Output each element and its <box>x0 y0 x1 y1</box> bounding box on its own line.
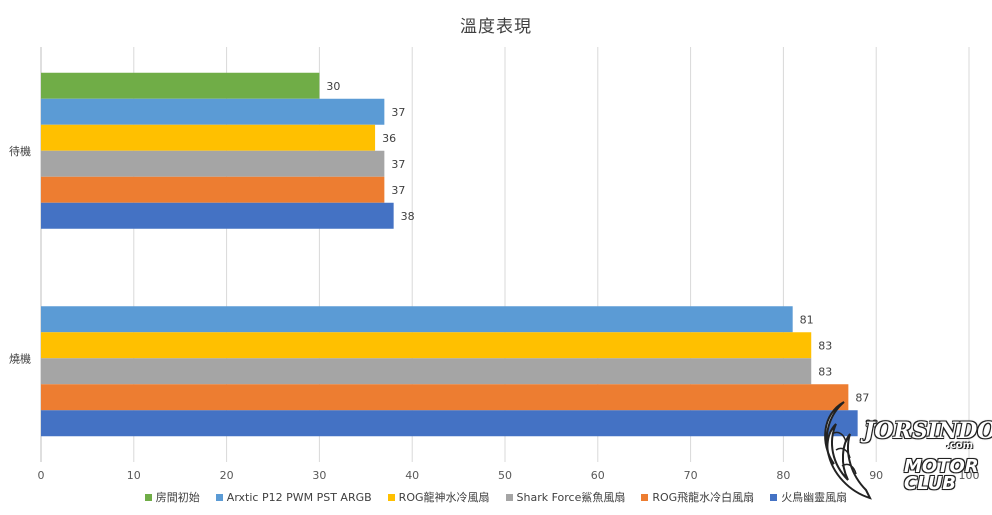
bar <box>41 150 385 177</box>
legend-swatch <box>144 493 152 501</box>
x-tick-label: 30 <box>312 469 326 482</box>
legend-swatch <box>387 493 395 501</box>
legend-item: Arxtic P12 PWM PST ARGB <box>215 489 372 505</box>
watermark-logo: JORSINDO .com MOTOR CLUB <box>812 392 992 510</box>
x-tick-label: 40 <box>405 469 419 482</box>
bar <box>41 202 394 229</box>
data-label: 83 <box>818 339 832 352</box>
x-tick-label: 100 <box>959 469 980 482</box>
category-label: 待機 <box>9 144 31 158</box>
x-tick-label: 90 <box>869 469 883 482</box>
data-label: 38 <box>401 210 415 223</box>
bar <box>41 384 849 411</box>
legend-swatch <box>770 493 778 501</box>
legend-swatch <box>215 493 223 501</box>
wing-emblem-icon <box>824 401 872 500</box>
data-label: 37 <box>391 106 405 119</box>
bar <box>41 124 376 151</box>
bar <box>41 410 858 437</box>
legend-label: ROG龍神水冷風扇 <box>398 491 490 504</box>
legend-item: Shark Force鯊魚風扇 <box>505 489 626 505</box>
data-label: 37 <box>391 158 405 171</box>
data-label: 81 <box>800 313 814 326</box>
x-tick-label: 50 <box>498 469 512 482</box>
category-label: 燒機 <box>9 351 31 365</box>
data-label: 37 <box>391 184 405 197</box>
legend-label: Arxtic P12 PWM PST ARGB <box>226 490 372 504</box>
legend-label: 房間初始 <box>155 491 200 504</box>
bar <box>41 306 793 333</box>
bar <box>41 358 812 385</box>
legend-label: 火鳥幽靈風扇 <box>781 491 848 504</box>
data-label: 30 <box>326 80 340 93</box>
legend-item: 火鳥幽靈風扇 <box>770 489 847 505</box>
x-tick-label: 0 <box>38 469 45 482</box>
chart-legend: 房間初始 Arxtic P12 PWM PST ARGB ROG龍神水冷風扇 Shar… <box>0 489 992 505</box>
bar <box>41 176 385 203</box>
x-tick-label: 60 <box>591 469 605 482</box>
bar <box>41 72 320 99</box>
legend-item: ROG飛龍水冷白風扇 <box>641 489 754 505</box>
x-tick-label: 70 <box>684 469 698 482</box>
watermark-line2: MOTOR CLUB <box>904 456 979 494</box>
watermark-com: .com <box>946 440 974 451</box>
legend-item: ROG龍神水冷風扇 <box>387 489 490 505</box>
legend-item: 房間初始 <box>144 489 200 505</box>
legend-swatch <box>505 493 513 501</box>
x-tick-label: 20 <box>220 469 234 482</box>
data-label: 83 <box>818 365 832 378</box>
bar <box>41 332 812 359</box>
bar <box>41 98 385 125</box>
data-label: 87 <box>855 391 869 404</box>
legend-label: ROG飛龍水冷白風扇 <box>652 491 755 504</box>
legend-label: Shark Force鯊魚風扇 <box>516 491 626 504</box>
x-tick-label: 10 <box>127 469 141 482</box>
x-tick-label: 80 <box>776 469 790 482</box>
chart-title: 溫度表現 <box>460 17 532 37</box>
data-label: 36 <box>382 132 396 145</box>
watermark-line1: JORSINDO <box>864 418 992 444</box>
legend-swatch <box>641 493 649 501</box>
data-label: 88 <box>865 417 879 430</box>
